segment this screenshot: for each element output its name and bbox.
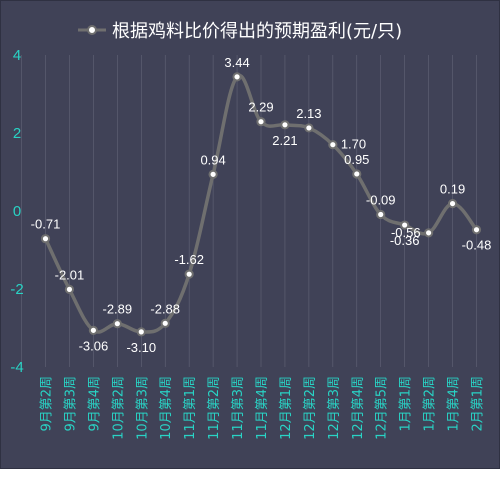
data-point (160, 318, 170, 328)
data-label: -0.36 (390, 233, 420, 248)
x-tick-label: 12月第5周 (375, 376, 390, 440)
data-label: 2.21 (272, 133, 297, 148)
y-axis-ticks: 4 2 0 -2 -4 (10, 47, 23, 376)
x-tick-label: 1月第2周 (423, 376, 438, 432)
y-tick-label: 4 (13, 47, 21, 64)
x-axis-ticks: 9月第2周 9月第3周 9月第4周 10月第2周 10月第3周 10月第4周 11月第1周 1… (40, 376, 486, 440)
data-point (424, 228, 434, 238)
x-tick-label: 1月第4周 (447, 376, 462, 432)
data-label: 0.19 (440, 182, 465, 197)
data-label: 1.70 (341, 137, 366, 152)
data-label: -2.89 (103, 302, 133, 317)
x-tick-label: 11月第1周 (183, 376, 198, 440)
x-tick-label: 9月第4周 (87, 376, 102, 432)
data-label: 2.29 (248, 100, 273, 115)
data-point (208, 169, 218, 179)
y-tick-label: -2 (10, 281, 23, 298)
x-tick-label: 9月第3周 (63, 376, 78, 432)
data-point (256, 117, 266, 127)
data-label: 0.94 (200, 152, 225, 167)
x-tick-label: 11月第2周 (207, 376, 222, 440)
x-tick-label: 10月第3周 (135, 376, 150, 440)
data-point (40, 234, 51, 244)
legend-label: 根据鸡料比价得出的预期盈利(元/只) (112, 21, 402, 42)
x-tick-label: 10月第2周 (111, 376, 126, 440)
x-tick-label: 9月第2周 (40, 376, 55, 432)
x-tick-label: 12月第1周 (279, 376, 294, 440)
data-label: -0.71 (31, 217, 61, 232)
chart-frame (0, 0, 500, 469)
data-point (304, 123, 314, 133)
x-tick-label: 11月第4周 (255, 376, 270, 440)
data-label: -0.56 (391, 225, 421, 240)
data-point (352, 169, 362, 179)
data-point (136, 327, 146, 337)
x-tick-label: 11月第3周 (231, 376, 246, 440)
data-label: -2.88 (150, 301, 180, 316)
y-tick-label: 0 (13, 203, 21, 220)
data-label: -3.06 (79, 338, 109, 353)
data-point (400, 220, 410, 230)
x-tick-label: 2月第1周 (471, 376, 486, 432)
data-point (447, 198, 458, 209)
series-markers (40, 72, 482, 337)
data-point (232, 72, 242, 82)
data-point (280, 120, 290, 130)
data-label: 3.44 (224, 55, 249, 70)
data-point (64, 284, 75, 294)
data-label: -3.10 (126, 340, 156, 355)
legend: 根据鸡料比价得出的预期盈利(元/只) (78, 21, 402, 42)
x-tick-label: 12月第4周 (351, 376, 366, 440)
y-tick-label: 2 (13, 125, 21, 142)
data-label: 0.95 (344, 152, 369, 167)
x-tick-label: 10月第4周 (159, 376, 174, 440)
legend-marker-swatch (87, 25, 97, 35)
data-point (88, 325, 98, 335)
grid (21, 55, 477, 367)
data-point (376, 209, 386, 220)
data-label: -2.01 (55, 267, 85, 282)
x-tick-label: 1月第1周 (399, 376, 414, 432)
data-label: -0.09 (366, 193, 396, 208)
x-tick-label: 12月第2周 (303, 376, 318, 440)
data-point (328, 140, 338, 150)
data-label: 2.13 (296, 106, 321, 121)
data-point (471, 225, 482, 235)
data-label: -0.48 (462, 238, 492, 253)
y-tick-label: -4 (10, 359, 23, 376)
data-label: -1.62 (174, 252, 204, 267)
x-tick-label: 12月第3周 (327, 376, 342, 440)
data-labels: -0.71 -2.01 -3.06 -2.89 -3.10 -2.88 -1.62 0.94 3… (31, 55, 492, 355)
data-point (112, 319, 122, 329)
data-point (184, 269, 194, 279)
